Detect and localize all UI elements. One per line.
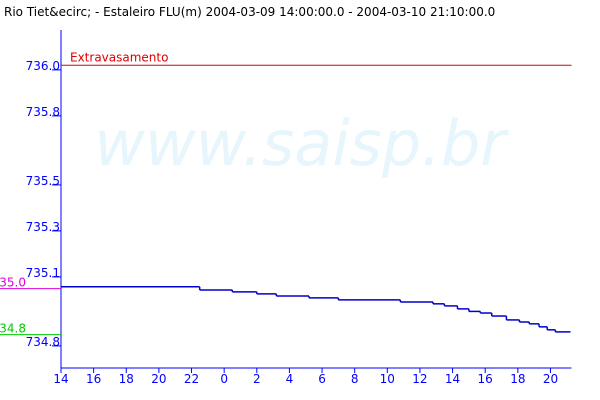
x-tick-label: 18 (119, 372, 134, 386)
x-tick-label: 4 (286, 372, 294, 386)
x-tick-label: 16 (86, 372, 101, 386)
x-tick-label: 0 (220, 372, 228, 386)
x-tick-label: 12 (412, 372, 427, 386)
y-tick-label: 735.5 (26, 174, 60, 188)
x-tick-label: 14 (445, 372, 460, 386)
y-tick-label: 735.1 (26, 266, 60, 280)
y-tick-label: 735.8 (26, 105, 60, 119)
x-tick-label: 16 (478, 372, 493, 386)
x-tick-label: 22 (184, 372, 199, 386)
reference-label: Extravasamento (70, 50, 168, 64)
reference-label: 734.8 (0, 322, 26, 336)
y-tick-label: 736.0 (26, 59, 60, 73)
watermark: www.saisp.br (94, 107, 509, 180)
y-tick-label: 734.8 (26, 335, 60, 349)
x-tick-label: 20 (543, 372, 558, 386)
x-tick-label: 14 (53, 372, 68, 386)
x-tick-label: 2 (253, 372, 261, 386)
x-tick-label: 20 (151, 372, 166, 386)
x-tick-label: 8 (351, 372, 359, 386)
chart-title: Rio Tiet&ecirc; - Estaleiro FLU(m) 2004-… (4, 5, 495, 19)
x-tick-label: 18 (510, 372, 525, 386)
reference-label: 735.0 (0, 276, 26, 290)
x-tick-label: 10 (380, 372, 395, 386)
x-tick-label: 6 (318, 372, 326, 386)
y-tick-label: 735.3 (26, 220, 60, 234)
